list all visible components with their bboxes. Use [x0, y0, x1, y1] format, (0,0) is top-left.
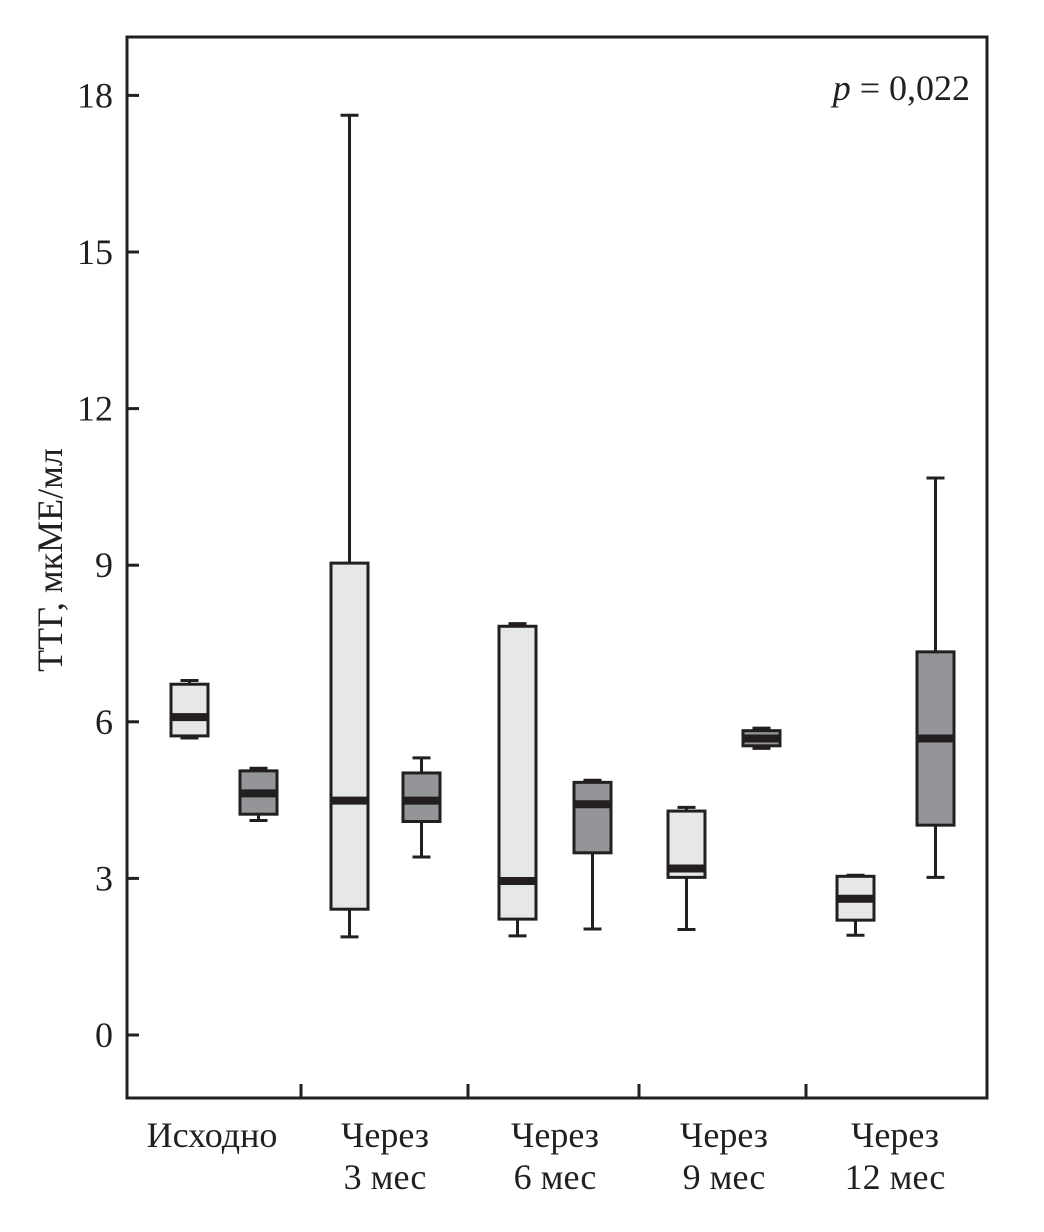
x-tick-label-line2: 3 мес — [344, 1157, 427, 1197]
y-tick-label: 9 — [95, 545, 113, 585]
boxes — [169, 113, 956, 939]
box-dark-3 — [741, 726, 782, 750]
y-tick-label: 3 — [95, 858, 113, 898]
x-tick-label-line1: Исходно — [147, 1115, 278, 1155]
x-tick-label-line1: Через — [680, 1115, 768, 1155]
x-tick-label-line2: 12 мес — [845, 1157, 946, 1197]
box-dark-0 — [238, 766, 279, 822]
p-value: = 0,022 — [851, 68, 970, 108]
box-light-0 — [169, 679, 210, 740]
p-value-annotation: p = 0,022 — [830, 68, 970, 108]
box-dark-4 — [915, 476, 956, 879]
y-axis-label: ТТГ, мкМЕ/мл — [30, 448, 70, 672]
box-light-1 — [329, 113, 370, 939]
y-tick-label: 18 — [77, 75, 113, 115]
p-symbol: p — [830, 68, 851, 108]
box-iqr — [497, 624, 538, 921]
x-tick-label-line1: Через — [851, 1115, 939, 1155]
box-iqr — [169, 682, 210, 738]
x-tick-label-line1: Через — [511, 1115, 599, 1155]
box-light-2 — [497, 622, 538, 938]
box-light-4 — [835, 873, 876, 937]
y-axis: 0 3 6 9 12 15 18 — [77, 75, 139, 1055]
x-tick-label-line1: Через — [341, 1115, 429, 1155]
x-tick-label-line2: 9 мес — [683, 1157, 766, 1197]
y-tick-label: 15 — [77, 232, 113, 272]
box-dark-1 — [401, 756, 442, 859]
y-tick-label: 0 — [95, 1015, 113, 1055]
x-tick-label-line2: 6 мес — [514, 1157, 597, 1197]
box-iqr — [572, 780, 613, 855]
box-dark-2 — [572, 778, 613, 931]
y-tick-label: 12 — [77, 389, 113, 429]
box-light-3 — [666, 805, 707, 932]
plot-frame — [125, 35, 989, 1100]
y-tick-label: 6 — [95, 702, 113, 742]
box-iqr — [329, 561, 370, 911]
